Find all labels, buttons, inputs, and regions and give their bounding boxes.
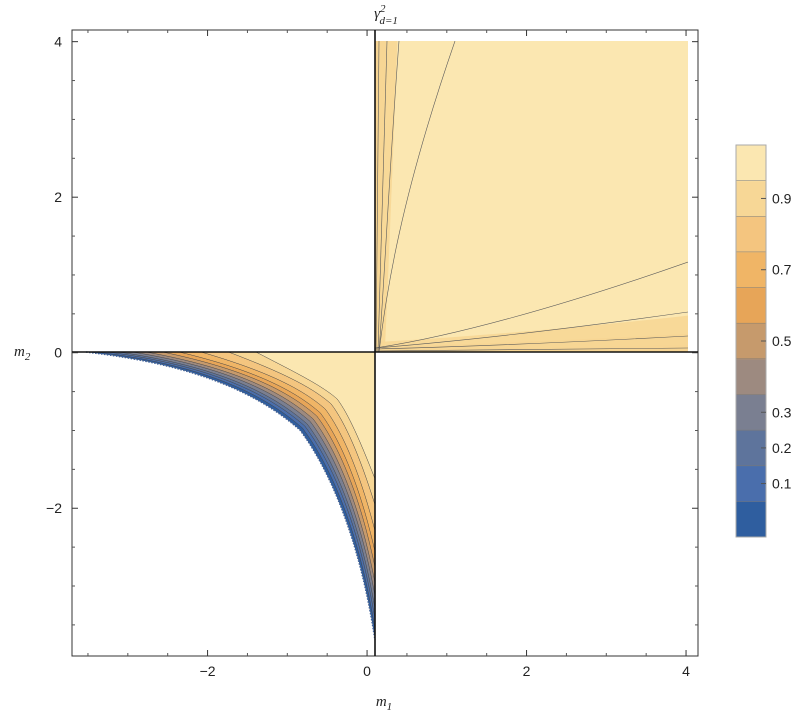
colorbar-band bbox=[736, 287, 766, 324]
q1-contour-line bbox=[375, 311, 688, 349]
colorbar-tick-label: 0.2 bbox=[772, 440, 792, 456]
x-tick-label: 0 bbox=[363, 663, 371, 679]
q3-boundary bbox=[85, 351, 376, 641]
y-axis-label: m2 bbox=[14, 344, 31, 363]
q1-contour-band bbox=[375, 41, 398, 352]
colorbar-tick-label: 0.9 bbox=[772, 190, 792, 206]
y-tick-label: 0 bbox=[54, 345, 62, 361]
x-tick-label: 2 bbox=[523, 663, 531, 679]
colorbar-band bbox=[736, 145, 766, 182]
q3-contour-bands bbox=[86, 352, 375, 640]
q3-contour-band bbox=[255, 352, 375, 479]
x-tick-label: −2 bbox=[200, 663, 216, 679]
y-tick-label: 2 bbox=[54, 189, 62, 205]
colorbar: 0.1 0.2 0.3 0.5 0.7 0.9 bbox=[735, 144, 792, 538]
q1-fill bbox=[375, 41, 688, 352]
x-tick-label: 4 bbox=[682, 663, 690, 679]
plot-frame bbox=[71, 29, 699, 657]
q1-contour-line bbox=[375, 41, 380, 352]
q1-contour-line bbox=[375, 347, 688, 352]
q1-contour-line bbox=[375, 261, 688, 349]
q1-contour-line bbox=[378, 41, 400, 352]
axis-ticks: −2 0 2 4 −2 0 2 4 bbox=[46, 30, 698, 679]
colorbar-tick-label: 0.1 bbox=[772, 476, 792, 492]
quadrant-1-region bbox=[375, 41, 688, 352]
colorbar-band bbox=[736, 501, 766, 538]
q1-contour-line bbox=[375, 335, 688, 350]
colorbar-ticks: 0.1 0.2 0.3 0.5 0.7 0.9 bbox=[761, 190, 792, 492]
colorbar-tick-label: 0.5 bbox=[772, 333, 792, 349]
colorbar-tick-label: 0.7 bbox=[772, 262, 792, 278]
x-axis-label: m1 bbox=[376, 694, 392, 713]
q1-contour-line bbox=[378, 41, 456, 352]
colorbar-band bbox=[736, 216, 766, 253]
chart-title: γ2 d=1 bbox=[374, 3, 398, 27]
colorbar-band bbox=[736, 358, 766, 395]
y-tick-label: 4 bbox=[54, 34, 62, 50]
q1-contour-band bbox=[375, 315, 688, 352]
q1-contour-bands bbox=[375, 41, 688, 352]
quadrant-3-region bbox=[85, 351, 376, 641]
colorbar-tick-label: 0.3 bbox=[772, 404, 792, 420]
y-tick-label: −2 bbox=[46, 500, 62, 516]
